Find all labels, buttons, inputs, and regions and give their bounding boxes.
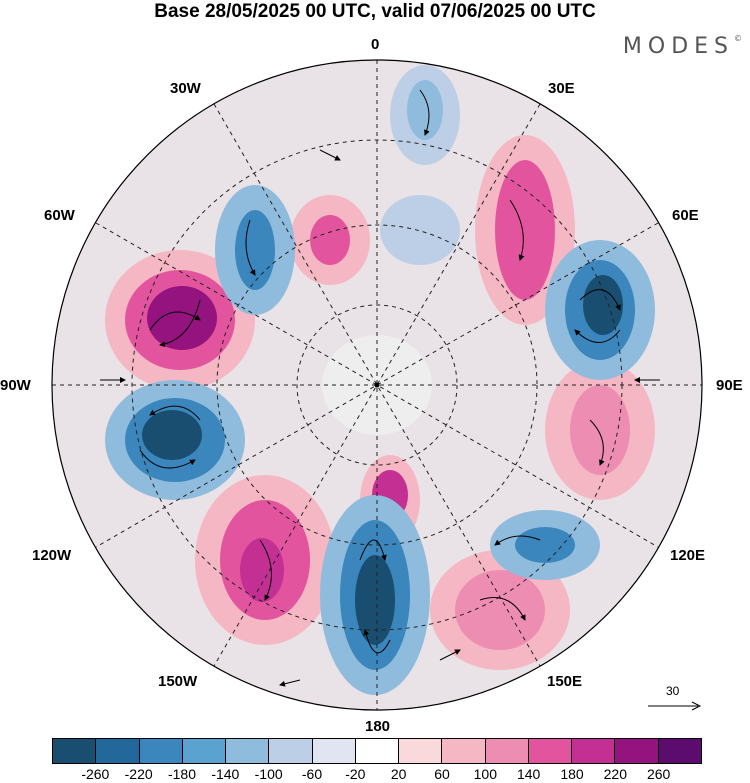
colorbar-ticks: -260 -220 -180 -140 -100 -60 -20 20 60 100 140 180 2… — [52, 766, 702, 783]
negative-anomaly-blob — [545, 240, 655, 380]
map-boundary — [51, 59, 703, 711]
anomaly-field — [52, 60, 702, 710]
colorbar-tick-label: 100 — [473, 766, 498, 782]
lon-label-0: 0 — [371, 36, 380, 53]
wind-vectors — [100, 89, 660, 687]
graticule — [52, 60, 702, 710]
south-pole-marker — [374, 382, 380, 388]
lon-label-60e: 60E — [672, 207, 699, 224]
colorbar-swatch — [53, 739, 97, 763]
lon-label-150w: 150W — [158, 673, 198, 690]
positive-anomaly-blob — [545, 360, 655, 500]
lon-label-120e: 120E — [670, 547, 706, 564]
colorbar-swatch — [658, 739, 701, 763]
brand-text: MODES — [622, 34, 734, 59]
lon-label-90w: 90W — [0, 377, 31, 394]
reference-arrow-icon — [648, 701, 702, 711]
colorbar-swatch — [528, 739, 573, 763]
colorbar-swatch — [139, 739, 183, 763]
map-title: Base 28/05/2025 00 UTC, valid 07/06/2025… — [154, 1, 596, 22]
colorbar-tick-label: 20 — [390, 766, 407, 782]
colorbar-swatch — [269, 739, 313, 763]
colorbar-swatch — [182, 739, 227, 763]
colorbar-tick-label: -260 — [81, 766, 110, 782]
colorbar-swatch — [615, 739, 659, 763]
colorbar-swatch — [355, 739, 400, 763]
positive-anomaly-blob — [195, 475, 335, 645]
modes-logo: MODES© — [623, 34, 742, 59]
colorbar-tick-label: 260 — [646, 766, 671, 782]
negative-anomaly-blob — [390, 65, 460, 165]
negative-anomaly-blob — [490, 510, 600, 580]
colorbar-swatch — [226, 739, 270, 763]
colorbar-tick-label: 180 — [560, 766, 584, 782]
lon-label-60w: 60W — [44, 207, 75, 224]
lon-label-150e: 150E — [547, 673, 583, 690]
brand-mark: © — [734, 34, 742, 43]
colorbar-tick-label: -20 — [345, 766, 366, 782]
negative-anomaly-blob — [215, 185, 295, 315]
colorbar-tick-label: -100 — [254, 766, 283, 782]
negative-anomaly-blob — [105, 380, 245, 500]
lon-label-180: 180 — [365, 718, 391, 735]
colorbar — [52, 738, 702, 764]
colorbar-tick-label: -140 — [211, 766, 240, 782]
positive-anomaly-blob — [475, 135, 575, 325]
colorbar-tick-label: -60 — [301, 766, 323, 782]
colorbar-tick-label: -180 — [167, 766, 197, 782]
negative-anomaly-blob — [320, 495, 430, 695]
lon-label-90e: 90E — [716, 377, 743, 394]
colorbar-tick-label: 140 — [516, 766, 541, 782]
lon-label-30w: 30W — [170, 80, 201, 97]
colorbar-swatch — [572, 739, 616, 763]
colorbar-swatch — [312, 739, 356, 763]
colorbar-tick-label: -220 — [124, 766, 153, 782]
reference-vector-label: 30 — [666, 684, 680, 698]
lon-label-30e: 30E — [548, 80, 575, 97]
colorbar-swatch — [442, 739, 486, 763]
colorbar-swatch — [485, 739, 529, 763]
colorbar-swatch — [399, 739, 443, 763]
positive-anomaly-blob — [290, 195, 370, 285]
colorbar-tick-label: 60 — [434, 766, 450, 782]
colorbar-tick-label: 220 — [603, 766, 628, 782]
reference-vector: 30 — [648, 684, 704, 714]
lon-label-120w: 120W — [32, 547, 72, 564]
colorbar-swatch — [96, 739, 140, 763]
positive-anomaly-blob — [105, 250, 255, 390]
positive-anomaly-blob — [430, 550, 570, 670]
